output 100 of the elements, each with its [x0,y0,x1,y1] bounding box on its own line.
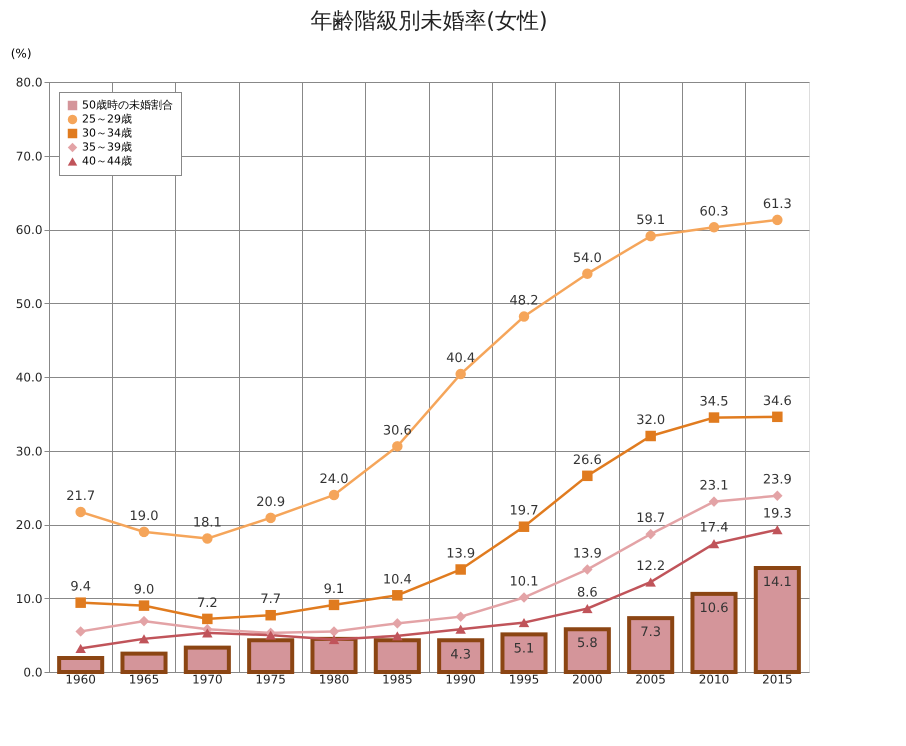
data-label: 14.1 [762,575,792,590]
point [455,611,466,622]
legend-label: 30～34歳 [82,126,132,140]
chart-title: 年齢階級別未婚率(女性) [310,9,548,34]
point [138,526,150,538]
point [328,490,340,500]
x-tick-label: 1965 [128,672,160,686]
data-label: 19.7 [510,504,538,519]
x-tick-label: 1975 [255,672,286,686]
data-label: 9.1 [324,582,344,597]
x-tick-label: 1985 [382,672,413,686]
y-tick-label: 80.0 [16,76,42,90]
y-axis-title: (%) [10,46,32,60]
point [75,506,86,518]
x-tick-label: 1960 [65,672,96,686]
point [202,628,213,638]
point [772,525,783,534]
data-label: 5.8 [576,636,598,652]
data-label: 4.3 [450,647,472,662]
data-label: 61.3 [762,196,792,212]
data-label: 10.6 [700,600,728,616]
data-label: 30.6 [382,423,412,438]
point [645,230,656,242]
point [455,564,466,575]
x-tick-label: 2000 [572,672,603,686]
point [518,521,530,532]
point [518,311,530,322]
data-label: 40.4 [446,351,476,366]
point [392,618,403,629]
data-label: 13.9 [572,546,602,562]
point [265,630,276,640]
data-label: 59.1 [636,213,666,228]
data-label: 19.0 [130,508,158,524]
data-label: 5.1 [514,641,534,656]
data-label: 34.6 [762,394,792,409]
point [708,539,720,548]
point [582,604,593,614]
data-label: 19.3 [762,506,792,522]
point [265,512,276,524]
x-tick-label: 1990 [445,672,476,686]
x-tick-label: 1995 [508,672,540,686]
point [645,430,656,442]
point [328,626,340,637]
y-tick-label: 70.0 [16,149,42,164]
point [75,626,86,637]
point [202,614,213,624]
data-label: 8.6 [576,586,598,601]
legend-label: 50歳時の未婚割合 [82,98,173,112]
point [328,635,340,644]
data-label: 7.2 [196,596,218,611]
data-label: 18.7 [636,511,666,526]
legend-label: 25～29歳 [82,112,132,126]
point [518,618,530,628]
data-label: 54.0 [572,250,602,266]
data-label: 24.0 [320,472,348,487]
legend-label: 35～39歳 [82,140,132,154]
point [455,624,466,634]
x-tick-label: 2005 [635,672,666,686]
point [518,592,530,603]
data-label: 60.3 [700,204,728,220]
data-label: 9.4 [70,580,92,595]
y-tick-label: 30.0 [16,444,42,458]
point [582,564,593,575]
data-label: 12.2 [636,559,666,574]
data-label: 23.1 [700,478,728,494]
y-tick-label: 10.0 [16,592,42,606]
point [708,496,720,507]
point [708,222,720,233]
legend-label: 40～44歳 [82,154,132,168]
data-label: 7.3 [640,625,662,640]
data-label: 34.5 [700,394,728,410]
point [582,268,593,279]
point [392,441,403,452]
data-label: 32.0 [636,413,666,428]
point [645,577,656,587]
data-label: 21.7 [66,488,96,504]
x-tick-label: 2015 [762,672,793,686]
point [392,631,403,640]
point [138,600,150,611]
x-tick-label: 1980 [318,672,350,686]
point [772,490,783,501]
data-label: 23.9 [762,472,792,488]
point [392,590,403,601]
x-tick-label: 2010 [698,672,730,686]
data-label: 9.0 [134,582,154,598]
y-tick-label: 50.0 [16,296,42,311]
point [138,634,150,644]
y-tick-label: 0.0 [23,666,42,680]
point [265,610,276,620]
point [645,528,656,540]
point [75,597,86,608]
point [138,616,150,626]
point [708,412,720,423]
point [455,368,466,380]
point [772,214,783,226]
point [328,600,340,610]
x-tick-label: 1970 [192,672,223,686]
y-tick-label: 20.0 [16,518,42,532]
data-label: 20.9 [256,494,286,510]
point [582,470,593,482]
